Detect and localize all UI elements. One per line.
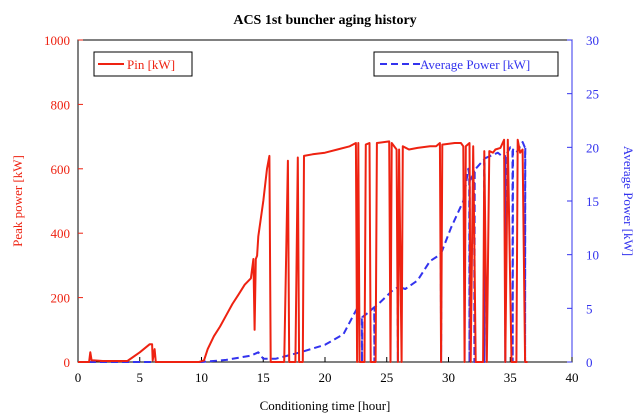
chart-title: ACS 1st buncher aging history [233, 13, 416, 28]
x-axis-ticks: 0 5 10 15 20 25 30 35 40 [75, 357, 579, 385]
x-tick-label: 15 [257, 370, 270, 385]
x-tick-label: 30 [442, 370, 455, 385]
right-tick-label: 0 [586, 355, 593, 370]
legend-pin: Pin [kW] [93, 51, 193, 77]
x-tick-label: 35 [504, 370, 517, 385]
left-tick-label: 1000 [44, 33, 70, 48]
left-tick-label: 400 [51, 226, 71, 241]
series-lines [78, 138, 528, 363]
left-axis-ticks: 0 200 400 600 800 1000 [44, 33, 83, 370]
x-tick-label: 20 [319, 370, 332, 385]
plot-frame [77, 39, 573, 363]
right-tick-label: 30 [586, 33, 599, 48]
right-tick-label: 25 [586, 87, 599, 102]
right-axis-label: Average Power [kW] [621, 146, 636, 256]
x-tick-label: 25 [380, 370, 393, 385]
legend-average-power: Average Power [kW] [373, 51, 559, 77]
legend-pin-label: Pin [kW] [127, 57, 175, 72]
right-tick-label: 5 [586, 301, 593, 316]
series-pin-line [78, 138, 528, 363]
right-tick-label: 15 [586, 194, 599, 209]
x-tick-label: 10 [195, 370, 208, 385]
left-tick-label: 600 [51, 162, 71, 177]
series-average-power-line [78, 141, 527, 363]
x-tick-label: 40 [566, 370, 579, 385]
right-tick-label: 10 [586, 248, 599, 263]
left-tick-label: 800 [51, 97, 71, 112]
left-axis-label: Peak power [kW] [10, 155, 25, 247]
right-axis-ticks: 0 5 10 15 20 25 30 [567, 33, 599, 370]
x-axis-label: Conditioning time [hour] [260, 398, 391, 413]
left-tick-label: 0 [64, 355, 71, 370]
x-tick-label: 0 [75, 370, 82, 385]
left-tick-label: 200 [51, 291, 71, 306]
right-tick-label: 20 [586, 140, 599, 155]
legend-avg-label: Average Power [kW] [420, 57, 530, 72]
x-tick-label: 5 [137, 370, 144, 385]
